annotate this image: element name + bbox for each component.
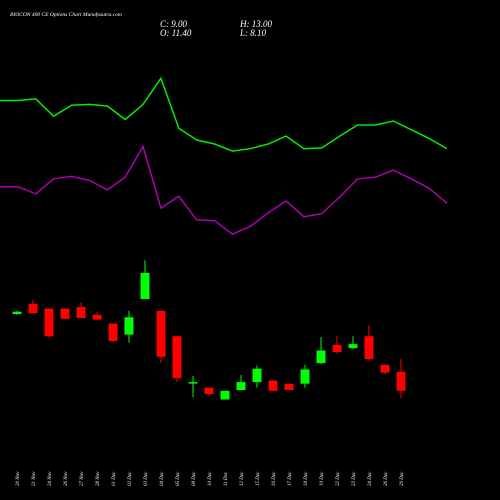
x-tick-label: 23 Dec <box>352 471 357 486</box>
x-tick-label: 10 Dec <box>208 471 213 486</box>
x-tick-label: 16 Dec <box>272 471 277 486</box>
x-tick-label: 08 Dec <box>192 471 197 486</box>
candle-body <box>12 311 22 315</box>
candle-body <box>316 350 326 364</box>
chart-title: BIOCON 400 CE Options Chart Munafasutra.… <box>10 11 122 18</box>
x-tick-label: 04 Dec <box>160 471 165 486</box>
x-tick-label: 12 Dec <box>240 471 245 486</box>
candle-body <box>124 317 134 335</box>
x-tick-label: 01 Dec <box>112 471 117 486</box>
ohlc-label: H: 13.00 <box>239 19 272 29</box>
candle-body <box>396 371 406 391</box>
candle-body <box>220 390 230 400</box>
x-tick-label: 19 Dec <box>320 471 325 486</box>
x-tick-label: 17 Dec <box>288 471 293 486</box>
candle-body <box>156 310 166 357</box>
indicator-line <box>0 76 448 152</box>
candle-body <box>204 387 214 394</box>
candle-body <box>380 364 390 373</box>
x-tick-label: 11 Dec <box>224 471 229 486</box>
x-tick-label: 27 Nov <box>80 471 85 486</box>
candle-body <box>236 382 246 391</box>
x-tick-label: 22 Dec <box>336 471 341 486</box>
candle-body <box>268 380 278 391</box>
candle-body <box>364 336 374 360</box>
candle-body <box>172 336 182 379</box>
indicator-line <box>0 144 448 236</box>
candle-body <box>76 306 86 319</box>
candle-body <box>348 344 358 349</box>
candle-body <box>44 308 54 337</box>
x-tick-label: 18 Dec <box>304 471 309 486</box>
x-tick-label: 26 Dec <box>384 471 389 486</box>
candle-body <box>252 368 262 383</box>
candle-body <box>92 314 102 320</box>
candle-body <box>60 308 70 319</box>
candle-body <box>108 323 118 341</box>
x-tick-label: 24 Nov <box>48 471 53 486</box>
ohlc-label: O: 11.40 <box>160 28 192 38</box>
x-tick-label: 29 Dec <box>400 471 405 486</box>
ohlc-label: C: 9.00 <box>160 19 188 29</box>
x-tick-label: 02 Dec <box>128 471 133 486</box>
candle-body <box>140 272 150 300</box>
candle-body <box>284 383 294 391</box>
x-tick-label: 24 Dec <box>368 471 373 486</box>
x-tick-label: 28 Nov <box>96 471 101 486</box>
candle-body <box>300 369 310 384</box>
x-tick-label: 03 Dec <box>144 471 149 486</box>
candle-body <box>28 303 38 314</box>
x-tick-label: 15 Dec <box>256 471 261 486</box>
candle-body <box>188 382 198 384</box>
ohlc-label: L: 8.10 <box>239 28 267 38</box>
x-tick-label: 20 Nov <box>16 471 21 486</box>
x-tick-label: 05 Dec <box>176 471 181 486</box>
candle-body <box>332 344 342 353</box>
x-tick-label: 21 Nov <box>32 471 37 486</box>
x-tick-label: 26 Nov <box>64 471 69 486</box>
